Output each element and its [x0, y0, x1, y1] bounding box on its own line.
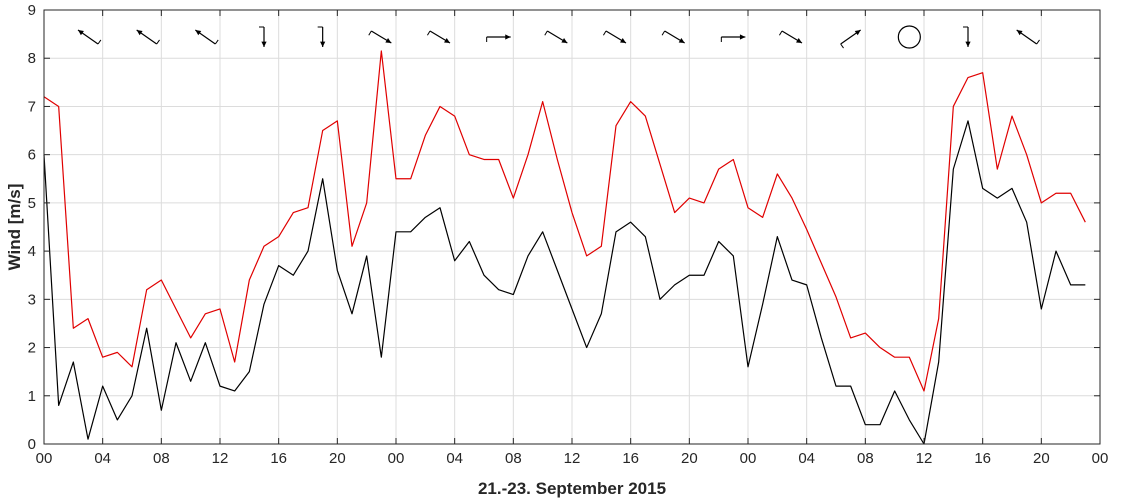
series-gust-line — [43, 50, 1086, 392]
y-tick-label: 2 — [28, 340, 36, 357]
wind-arrow-ne-icon — [840, 29, 862, 49]
y-tick-label: 5 — [28, 195, 36, 212]
wind-arrow-nw-icon — [194, 29, 219, 45]
x-tick-label: 12 — [916, 450, 933, 467]
wind-arrow-nw-icon — [1016, 29, 1040, 45]
wind-arrow-s-icon — [963, 26, 971, 47]
x-tick-label: 04 — [446, 450, 463, 467]
y-tick-label: 3 — [28, 291, 36, 308]
y-tick-label: 6 — [28, 147, 36, 164]
series-polyline — [43, 120, 1086, 445]
wind-arrow-se-icon — [426, 30, 451, 44]
x-tick-label: 08 — [505, 450, 522, 467]
wind-arrow-se-icon — [778, 30, 803, 44]
x-tick-label: 04 — [798, 450, 815, 467]
y-tick-label: 1 — [28, 388, 36, 405]
x-tick-label: 20 — [1033, 450, 1050, 467]
y-tick-label: 7 — [28, 98, 36, 115]
x-tick-label: 04 — [94, 450, 111, 467]
x-axis-ticks: 00 04 08 12 16 20 00 04 08 12 16 20 00 04 08 12 16 20 00 — [36, 10, 1109, 467]
wind-arrow-se-icon — [602, 30, 627, 44]
wind-arrow-s-icon — [259, 26, 267, 47]
x-tick-label: 16 — [270, 450, 287, 467]
x-tick-label: 20 — [329, 450, 346, 467]
y-tick-label: 9 — [28, 2, 36, 19]
x-tick-label: 12 — [564, 450, 581, 467]
y-axis-ticks: 0 1 2 3 4 5 6 7 8 9 — [28, 2, 1100, 453]
y-tick-label: 0 — [28, 436, 36, 453]
x-tick-label: 12 — [212, 450, 229, 467]
x-tick-label: 08 — [153, 450, 170, 467]
wind-direction-markers — [77, 25, 1040, 49]
x-tick-label: 20 — [681, 450, 698, 467]
wind-arrow-s-icon — [317, 26, 326, 47]
y-tick-label: 4 — [28, 243, 36, 260]
grid-lines — [43, 9, 1101, 445]
wind-arrow-se-icon — [661, 30, 685, 44]
x-tick-label: 16 — [622, 450, 639, 467]
wind-arrow-nw-icon — [77, 29, 102, 45]
wind-arrow-nw-icon — [136, 29, 160, 45]
y-axis-label: Wind [m/s] — [5, 184, 24, 271]
x-tick-label: 00 — [388, 450, 405, 467]
wind-arrow-se-icon — [368, 30, 392, 44]
x-axis-label: 21.-23. September 2015 — [478, 479, 666, 498]
x-tick-label: 08 — [857, 450, 874, 467]
wind-arrow-e-icon — [720, 34, 746, 42]
x-tick-label: 16 — [974, 450, 991, 467]
x-tick-label: 00 — [1092, 450, 1109, 467]
series-mean-line — [43, 120, 1086, 445]
x-tick-label: 00 — [36, 450, 53, 467]
series-polyline — [43, 50, 1086, 392]
wind-arrow-e-icon — [486, 34, 511, 42]
x-tick-label: 00 — [740, 450, 757, 467]
calm-circle-icon — [897, 25, 921, 49]
y-tick-label: 8 — [28, 50, 36, 67]
wind-arrow-se-icon — [544, 30, 568, 44]
